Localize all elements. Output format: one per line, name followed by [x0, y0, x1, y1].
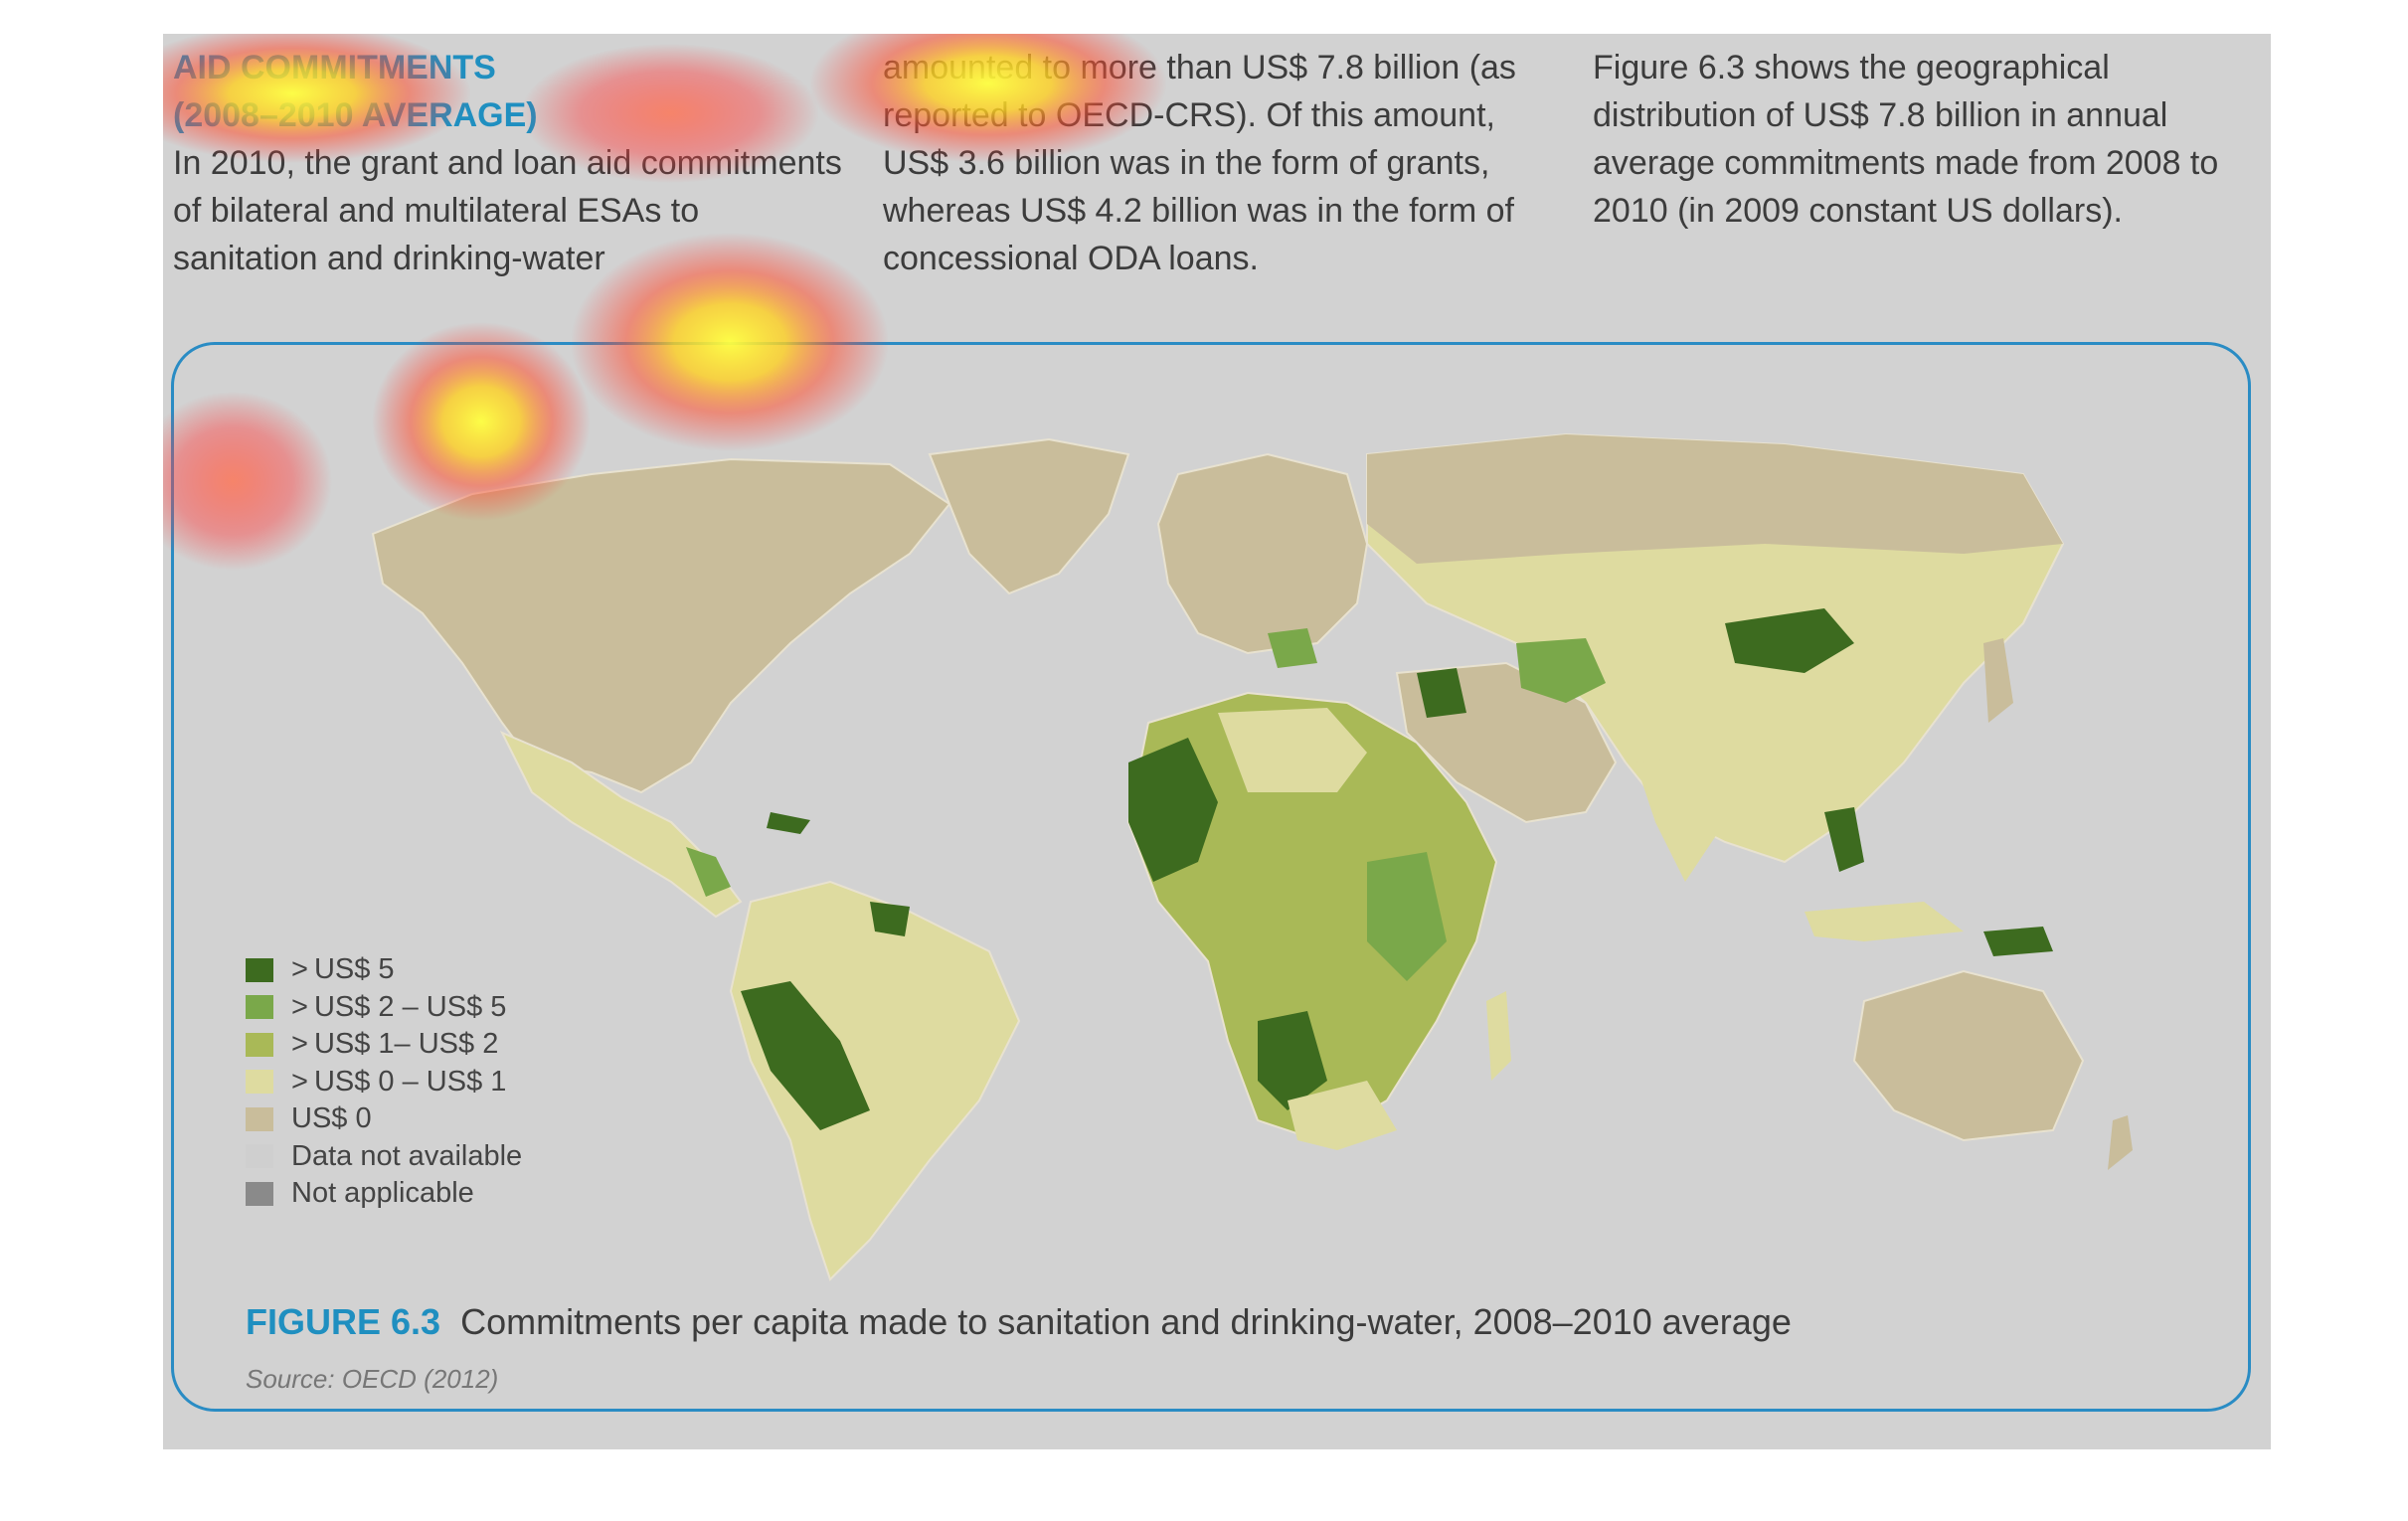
legend-swatch	[246, 1106, 273, 1131]
legend-label: US$ 0 – US$ 1	[313, 1065, 507, 1098]
legend-swatch	[246, 1070, 273, 1095]
figure-caption-text: Commitments per capita made to sanitatio…	[460, 1301, 1792, 1342]
india-shape	[1635, 753, 1725, 882]
legend-swatch	[246, 957, 273, 982]
legend-item: > US$ 2 – US$ 5	[246, 989, 594, 1027]
west-africa-shape	[1128, 738, 1218, 882]
russia-shape	[1367, 434, 2063, 564]
guatemala-shape	[686, 847, 731, 897]
map-legend: > US$ 5 > US$ 2 – US$ 5 > US$ 1– US$ 2 >…	[246, 951, 594, 1213]
legend-label: US$ 1– US$ 2	[313, 1028, 499, 1061]
legend-item: Data not available	[246, 1138, 594, 1176]
paragraph-3: Figure 6.3 shows the geographical distri…	[1593, 49, 2219, 230]
section-heading: AID COMMITMENTS (2008–2010 AVERAGE)	[173, 44, 849, 139]
madagascar-shape	[1486, 991, 1511, 1081]
legend-prefix: >	[291, 953, 308, 986]
figure-label: FIGURE 6.3	[246, 1301, 441, 1342]
paragraph-2: amounted to more than US$ 7.8 billion (a…	[883, 49, 1516, 277]
report-page: AID COMMITMENTS (2008–2010 AVERAGE) In 2…	[163, 34, 2271, 1449]
legend-label: US$ 0	[291, 1102, 372, 1135]
legend-swatch	[246, 995, 273, 1020]
legend-prefix: >	[291, 1065, 308, 1098]
southern-africa-shape	[1258, 1011, 1327, 1110]
legend-prefix: >	[291, 1028, 308, 1061]
greenland-shape	[928, 437, 1130, 595]
figure-box: > US$ 5 > US$ 2 – US$ 5 > US$ 1– US$ 2 >…	[171, 342, 2251, 1412]
central-asia-shape	[1516, 638, 1606, 703]
balkans-shape	[1268, 628, 1317, 668]
levant-shape	[1417, 668, 1466, 718]
brazil-shape	[850, 941, 1009, 1100]
legend-swatch	[246, 1032, 273, 1057]
text-column-2: amounted to more than US$ 7.8 billion (a…	[883, 44, 1559, 282]
south-africa-shape	[1288, 1081, 1397, 1150]
europe-shape	[1156, 452, 1369, 655]
legend-item: > US$ 5	[246, 951, 594, 989]
legend-swatch	[246, 1181, 273, 1206]
text-column-3: Figure 6.3 shows the geographical distri…	[1593, 44, 2269, 235]
legend-item: > US$ 0 – US$ 1	[246, 1064, 594, 1101]
figure-caption: FIGURE 6.3 Commitments per capita made t…	[246, 1301, 1792, 1343]
section-heading-line1: AID COMMITMENTS	[173, 49, 496, 86]
legend-prefix: >	[291, 990, 308, 1023]
legend-item: Not applicable	[246, 1175, 594, 1213]
central-america-shape	[499, 731, 743, 919]
world-map	[371, 432, 2133, 1281]
japan-shape	[1983, 638, 2013, 723]
australia-shape	[1852, 969, 2085, 1142]
legend-label: Not applicable	[291, 1177, 474, 1210]
north-america-shape	[371, 457, 951, 794]
east-africa-shape	[1367, 852, 1447, 981]
vietnam-shape	[1824, 807, 1864, 872]
paragraph-1: In 2010, the grant and loan aid commitme…	[173, 144, 842, 277]
mongolia-shape	[1725, 608, 1854, 673]
figure-source: Source: OECD (2012)	[246, 1364, 499, 1394]
caribbean-shape	[767, 812, 810, 834]
north-africa-shape	[1218, 708, 1367, 792]
legend-item: > US$ 1– US$ 2	[246, 1026, 594, 1064]
section-heading-line2: (2008–2010 AVERAGE)	[173, 96, 538, 134]
new-zealand-shape	[2108, 1115, 2133, 1170]
legend-label: US$ 2 – US$ 5	[313, 990, 507, 1023]
legend-item: US$ 0	[246, 1100, 594, 1138]
text-column-1: AID COMMITMENTS (2008–2010 AVERAGE) In 2…	[173, 44, 849, 282]
guyana-shape	[870, 902, 910, 936]
peru-bolivia-shape	[741, 981, 870, 1130]
legend-swatch	[246, 1144, 273, 1169]
legend-label: US$ 5	[313, 953, 395, 986]
papua-shape	[1983, 927, 2053, 956]
legend-label: Data not available	[291, 1139, 523, 1172]
indonesia-shape	[1805, 902, 1964, 941]
africa-shape	[1126, 691, 1498, 1142]
